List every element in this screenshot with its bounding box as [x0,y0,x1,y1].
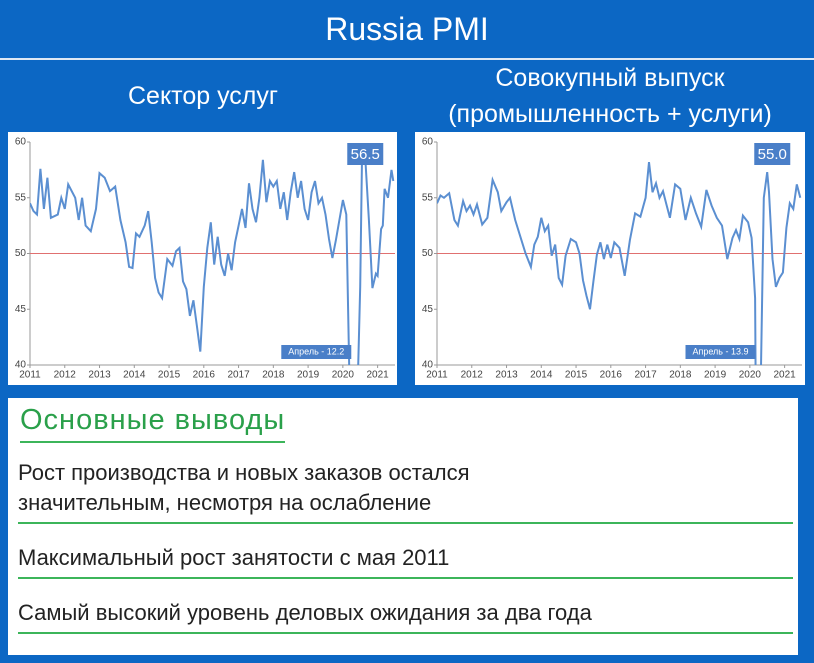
y-tick-label: 50 [15,248,27,259]
annotation-box [754,143,791,165]
x-tick-label: 2016 [600,370,623,381]
line [437,161,802,365]
findings-panel: Основные выводы Рост производства и новы… [8,398,798,655]
finding-line: Самый высокий уровень деловых ожидания з… [18,600,592,625]
y-tick-label: 45 [15,304,27,315]
finding: Рост производства и новых заказов осталс… [18,458,793,524]
x-tick-label: 2013 [88,370,111,381]
x-tick-label: 2017 [227,370,250,381]
chart: 40 45 50 55 60 2011 2012 2013 2014 2015 2016 2017 20… [415,132,805,385]
x-tick-label: 2016 [193,370,216,381]
panel-title: Совокупный выпуск (промышленность + услуг… [415,60,805,132]
x-tick-label: 2019 [704,370,727,381]
annotation: 55.0 [758,146,787,163]
x-tick-label: 2011 [19,370,41,381]
annotation: Апрель - 13.9 [692,346,748,356]
x-tick-label: 2012 [461,370,484,381]
panel-title-line: Совокупный выпуск [495,64,725,92]
annotation: Апрель - 12.2 [288,346,344,356]
y-tick-label: 40 [15,360,27,371]
finding-line: значительным, несмотря на ослабление [18,490,432,515]
line [30,156,395,365]
annotation: 56.5 [351,146,380,163]
panel-title-line: (промышленность + услуги) [448,100,772,128]
page-title: Russia PMI [0,0,814,60]
x-tick-label: 2018 [669,370,692,381]
x-tick-label: 2015 [565,370,588,381]
findings-heading: Основные выводы [20,404,286,443]
x-tick-label: 2013 [495,370,518,381]
finding-line: Рост производства и новых заказов осталс… [18,460,470,485]
x-tick-label: 2018 [262,370,285,381]
x-tick-label: 2021 [773,370,796,381]
panel-title-line: Сектор услуг [127,82,279,110]
x-tick-label: 2015 [158,370,181,381]
y-tick-label: 60 [15,137,27,148]
x-tick-label: 2021 [366,370,389,381]
annotation-box [281,345,352,359]
y-tick-label: 40 [422,360,434,371]
x-tick-label: 2019 [297,370,320,381]
finding: Самый высокий уровень деловых ожидания з… [18,598,793,634]
annotation-box [347,143,384,165]
chart: 40 45 50 55 60 2011 2012 2013 2014 2015 2016 2017 20… [8,132,397,385]
x-tick-label: 2014 [123,370,146,381]
y-tick-label: 55 [15,192,27,203]
x-tick-label: 2014 [530,370,553,381]
x-tick-label: 2020 [332,370,355,381]
y-tick-label: 45 [422,304,434,315]
y-tick-label: 50 [422,248,434,259]
panel-title: Сектор услуг [8,78,398,114]
finding: Максимальный рост занятости с мая 2011 [18,543,793,579]
x-tick-label: 2017 [634,370,657,381]
x-tick-label: 2020 [739,370,762,381]
y-tick-label: 60 [422,137,434,148]
x-tick-label: 2012 [54,370,77,381]
x-tick-label: 2011 [426,370,448,381]
annotation-box [685,345,756,359]
y-tick-label: 55 [422,192,434,203]
finding-line: Максимальный рост занятости с мая 2011 [18,545,450,570]
